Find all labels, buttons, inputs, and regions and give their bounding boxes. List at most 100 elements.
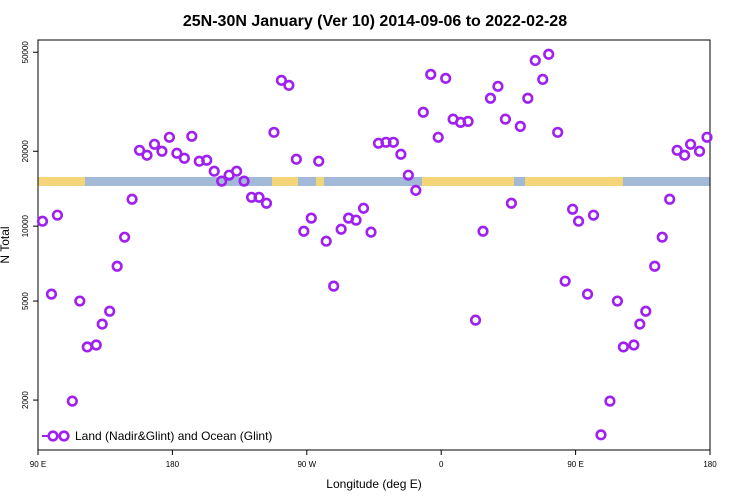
point [387, 136, 400, 148]
point [679, 149, 691, 161]
point [335, 223, 347, 235]
point [552, 126, 564, 138]
point [238, 175, 250, 187]
point [567, 203, 579, 215]
point [462, 115, 474, 127]
y-tick-label: 2000 [21, 391, 30, 409]
point [581, 288, 594, 300]
legend-marker [47, 430, 59, 442]
point [649, 260, 661, 272]
point [634, 318, 646, 330]
point [402, 169, 414, 181]
point [66, 395, 78, 407]
point [469, 314, 482, 326]
point [201, 154, 213, 166]
point [365, 226, 377, 238]
point [572, 215, 585, 227]
point [559, 275, 571, 287]
point [529, 54, 541, 67]
point [313, 155, 325, 167]
point [111, 260, 123, 272]
point [611, 295, 624, 307]
ocean-band [38, 177, 710, 186]
point [656, 231, 668, 243]
point [410, 184, 422, 196]
point [357, 202, 370, 214]
point [617, 341, 629, 353]
point [604, 395, 616, 407]
x-tick-label: 90 E [30, 460, 46, 469]
point [298, 225, 310, 237]
point [148, 138, 161, 150]
x-tick-label: 0 [439, 460, 444, 469]
point [36, 215, 49, 227]
land-band [316, 177, 324, 186]
point [126, 193, 138, 205]
point [268, 126, 280, 138]
point [417, 106, 429, 118]
point [328, 280, 340, 292]
point [90, 339, 102, 351]
land-band [525, 177, 623, 186]
x-tick-label: 90 W [297, 460, 316, 469]
point [671, 144, 683, 156]
y-tick-label: 20000 [21, 140, 30, 163]
y-tick-label: 50000 [21, 41, 30, 64]
point [537, 73, 549, 85]
point [290, 153, 302, 165]
point [253, 191, 265, 203]
point [81, 341, 93, 353]
point [74, 295, 86, 307]
point [440, 72, 452, 84]
point [186, 130, 198, 142]
legend-marker [58, 430, 70, 442]
point [141, 149, 153, 161]
point [522, 92, 534, 104]
land-band [422, 177, 514, 186]
point [587, 209, 600, 221]
point [395, 148, 407, 160]
land-band [272, 177, 298, 186]
point [231, 165, 243, 177]
point [664, 193, 676, 205]
chart-title: 25N-30N January (Ver 10) 2014-09-06 to 2… [183, 13, 567, 30]
x-tick-label: 180 [703, 460, 717, 469]
point [119, 231, 131, 243]
point [595, 429, 607, 441]
legend-label: Land (Nadir&Glint) and Ocean (Glint) [75, 429, 272, 443]
point [96, 318, 108, 330]
point [216, 175, 228, 187]
point [425, 68, 437, 80]
point [208, 165, 220, 177]
point [305, 212, 317, 224]
point [171, 147, 183, 159]
point [492, 80, 504, 92]
point [260, 197, 273, 209]
point [514, 120, 526, 132]
point [45, 288, 58, 300]
point [640, 305, 652, 317]
point [178, 152, 190, 164]
x-tick-label: 180 [166, 460, 180, 469]
point [628, 339, 640, 351]
point [484, 92, 497, 104]
land-ocean-band [38, 177, 710, 186]
point [156, 145, 168, 157]
point [163, 131, 176, 143]
point [432, 131, 444, 143]
point [133, 144, 146, 156]
y-axis-label: N Total [0, 226, 12, 263]
y-tick-label: 5000 [21, 292, 30, 310]
point [505, 197, 517, 209]
point [51, 209, 64, 221]
x-tick-label: 90 E [567, 460, 583, 469]
x-axis-label: Longitude (deg E) [326, 477, 421, 491]
plot-frame [37, 39, 711, 451]
point [477, 225, 489, 237]
point [693, 145, 706, 157]
point [701, 131, 713, 143]
point [283, 79, 295, 91]
point [275, 74, 288, 86]
point [350, 214, 362, 226]
